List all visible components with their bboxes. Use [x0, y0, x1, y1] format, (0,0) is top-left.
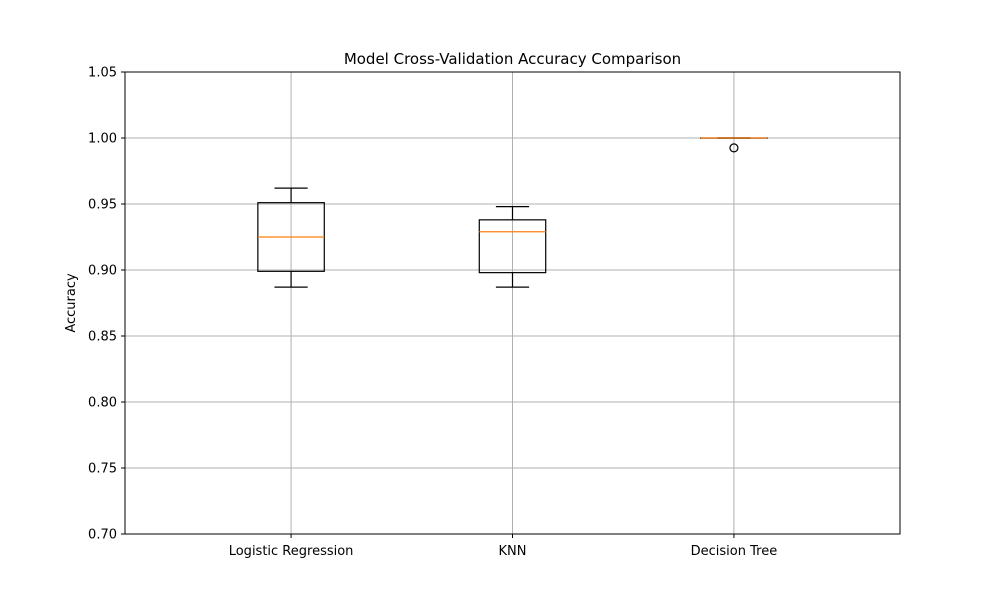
y-tick-label: 1.00: [88, 132, 117, 147]
y-tick-label: 0.75: [88, 462, 117, 477]
y-tick-label: 1.05: [88, 66, 117, 81]
y-tick-label: 0.90: [88, 264, 117, 279]
x-tick-label: Decision Tree: [691, 544, 778, 559]
x-tick-label: Logistic Regression: [229, 544, 354, 559]
y-tick-label: 0.85: [88, 330, 117, 345]
chart-title: Model Cross-Validation Accuracy Comparis…: [344, 50, 681, 68]
y-tick-label: 0.70: [88, 528, 117, 543]
x-tick-label: KNN: [499, 544, 527, 559]
y-tick-label: 0.95: [88, 198, 117, 213]
y-tick-label: 0.80: [88, 396, 117, 411]
y-axis-title: Accuracy: [64, 273, 79, 333]
